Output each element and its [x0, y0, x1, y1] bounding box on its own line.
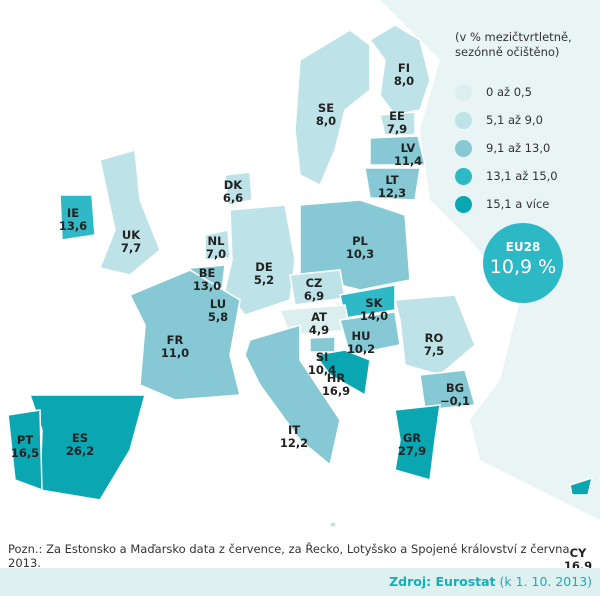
europe-map [7, 0, 600, 528]
source-footer: Zdroj: Eurostat (k 1. 10. 2013) [0, 568, 600, 596]
legend-unit: (v % mezičtvrtletně, sezónně očištěno) [455, 30, 572, 59]
country-lt [364, 167, 421, 201]
country-ee [379, 111, 416, 136]
eu28-label: EU28 [505, 240, 541, 254]
country-label-ee: EE 7,9 [386, 109, 408, 136]
source-label: Zdroj: Eurostat [389, 574, 496, 589]
country-label-lt: LT 12,3 [377, 173, 407, 200]
legend-swatch [455, 195, 472, 213]
legend-label: 5,1 až 9,0 [486, 113, 543, 127]
country-label-dk: DK 6,6 [222, 178, 244, 205]
legend-swatch [455, 111, 472, 129]
legend-label: 13,1 až 15,0 [486, 169, 558, 183]
country-cy [569, 476, 594, 496]
country-label-be: BE 13,0 [192, 266, 222, 293]
country-label-hr: HR 16,9 [321, 371, 351, 398]
country-se [294, 29, 371, 187]
eu28-value: 10,9 % [489, 256, 557, 278]
country-label-pt: PT 16,5 [10, 433, 40, 460]
country-fr [128, 269, 241, 401]
country-label-se: SE 8,0 [315, 101, 337, 128]
country-fi [368, 24, 431, 116]
country-label-cz: CZ 6,9 [303, 276, 325, 303]
country-label-si: SI 10,4 [307, 350, 337, 377]
country-it [244, 323, 341, 467]
legend-label: 9,1 až 13,0 [486, 141, 551, 155]
country-label-de: DE 5,2 [253, 260, 275, 287]
legend-item: 0 až 0,5 [455, 78, 572, 106]
country-hu [339, 311, 401, 356]
country-es [28, 394, 146, 501]
legend-swatch [455, 167, 472, 185]
country-uk [98, 149, 161, 276]
legend: (v % mezičtvrtletně, sezónně očištěno) 0 … [455, 30, 572, 218]
legend-item: 13,1 až 15,0 [455, 162, 572, 190]
country-label-lu: LU 5,8 [207, 297, 229, 324]
legend-item: 9,1 až 13,0 [455, 134, 572, 162]
country-label-bg: BG −0,1 [439, 381, 471, 408]
country-label-fi: FI 8,0 [393, 61, 415, 88]
country-lv [369, 135, 426, 166]
country-bg [419, 369, 476, 411]
footnote: Pozn.: Za Estonsko a Maďarsko data z čer… [8, 542, 570, 570]
non-eu-land [230, 0, 600, 520]
country-label-pl: PL 10,3 [345, 234, 375, 261]
legend-item: 5,1 až 9,0 [455, 106, 572, 134]
source-date: (k 1. 10. 2013) [495, 574, 593, 589]
country-label-es: ES 26,2 [65, 431, 95, 458]
country-ie [59, 194, 96, 241]
country-de [224, 204, 296, 316]
country-label-sk: SK 14,0 [359, 296, 389, 323]
country-label-gr: GR 27,9 [397, 431, 427, 458]
country-mt [329, 521, 337, 528]
country-label-fr: FR 11,0 [160, 333, 190, 360]
legend-swatch [455, 83, 472, 101]
country-label-it: IT 12,2 [279, 423, 309, 450]
country-hr [313, 349, 371, 397]
country-dk [224, 171, 253, 206]
country-label-nl: NL 7,0 [205, 234, 227, 261]
country-nl [204, 229, 231, 261]
country-label-ie: IE 13,6 [58, 206, 88, 233]
country-label-lv: LV 11,4 [393, 141, 423, 168]
country-pt [7, 409, 43, 492]
country-gr [394, 404, 441, 481]
legend-label: 0 až 0,5 [486, 85, 532, 99]
country-label-hu: HU 10,2 [346, 329, 376, 356]
legend-label: 15,1 a více [486, 197, 550, 211]
country-label-at: AT 4,9 [308, 310, 330, 337]
eu28-badge: EU28 10,9 % [483, 223, 563, 303]
country-label-ro: RO 7,5 [423, 331, 445, 358]
legend-swatch [455, 139, 472, 157]
legend-item: 15,1 a více [455, 190, 572, 218]
country-label-uk: UK 7,7 [120, 228, 142, 255]
